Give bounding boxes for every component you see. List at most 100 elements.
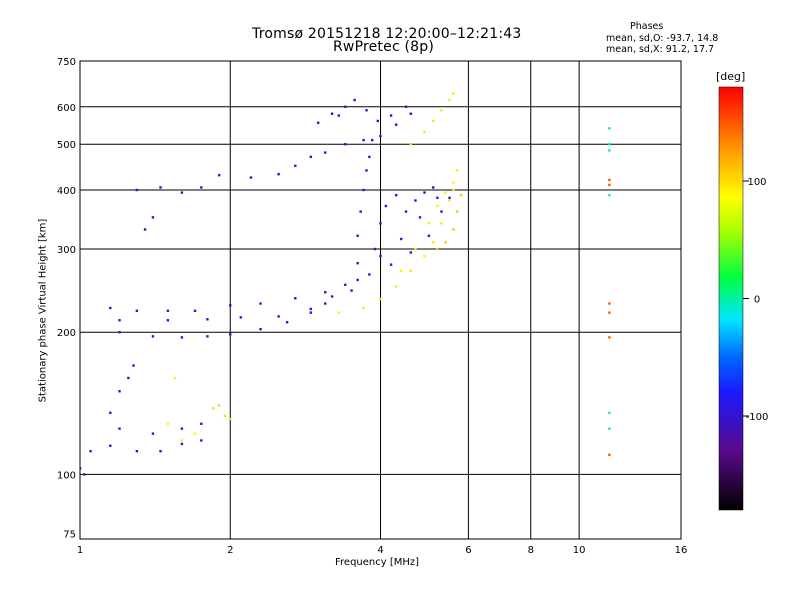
data-point-o bbox=[135, 188, 139, 192]
x-tick-label: 10 bbox=[573, 545, 586, 556]
data-point-x bbox=[431, 119, 435, 123]
data-point-o bbox=[436, 196, 439, 200]
data-point-x bbox=[173, 376, 177, 380]
data-points bbox=[80, 92, 611, 476]
data-point-o bbox=[379, 222, 382, 225]
data-point-o bbox=[356, 278, 359, 282]
y-tick-label: 600 bbox=[57, 103, 76, 114]
data-point-x bbox=[414, 247, 417, 251]
data-point-o bbox=[159, 186, 162, 189]
data-point-x bbox=[431, 241, 435, 244]
data-point-o bbox=[193, 309, 197, 312]
data-point-x bbox=[452, 92, 455, 95]
data-point-o bbox=[356, 234, 359, 237]
data-point-x bbox=[423, 254, 426, 258]
data-point-x bbox=[608, 142, 611, 146]
data-point-o bbox=[373, 247, 377, 251]
data-point-o bbox=[368, 273, 371, 276]
data-point-o bbox=[135, 449, 139, 453]
x-axis-label: Frequency [MHz] bbox=[335, 557, 420, 568]
data-point-o bbox=[118, 390, 121, 393]
data-point-o bbox=[330, 112, 334, 115]
data-point-o bbox=[344, 105, 347, 108]
colorbar-tick-label: 0 bbox=[754, 295, 760, 306]
data-point-o bbox=[239, 316, 243, 319]
data-point-o bbox=[83, 473, 86, 476]
data-point-o bbox=[448, 196, 451, 200]
data-point-o bbox=[277, 315, 280, 318]
data-point-o bbox=[409, 251, 412, 254]
data-point-x bbox=[409, 269, 412, 272]
data-point-o bbox=[418, 216, 422, 219]
data-point-o bbox=[166, 309, 170, 312]
data-point-o bbox=[394, 123, 398, 126]
data-point-x bbox=[452, 228, 455, 231]
data-point-o bbox=[309, 311, 312, 314]
data-point-o bbox=[118, 427, 121, 430]
data-point-o bbox=[384, 204, 388, 208]
data-point-x bbox=[337, 311, 341, 314]
data-point-o bbox=[368, 155, 371, 159]
data-point-o bbox=[259, 327, 262, 331]
data-point-x bbox=[608, 311, 611, 314]
data-point-o bbox=[294, 164, 297, 168]
data-point-o bbox=[356, 261, 359, 265]
data-point-o bbox=[180, 336, 184, 339]
data-point-o bbox=[259, 302, 262, 305]
data-point-o bbox=[324, 151, 327, 154]
y-tick-label: 500 bbox=[57, 140, 76, 151]
y-tick-label: 75 bbox=[63, 529, 76, 540]
data-point-x bbox=[379, 297, 382, 301]
data-point-o bbox=[277, 172, 280, 176]
y-tick-label: 400 bbox=[57, 186, 76, 197]
data-point-o bbox=[180, 442, 184, 446]
phase-stats-o: mean, sd,O: -93.7, 14.8 bbox=[606, 33, 719, 44]
data-point-o bbox=[180, 191, 184, 194]
x-tick-label: 16 bbox=[675, 545, 688, 556]
data-point-x bbox=[444, 191, 447, 194]
data-point-x bbox=[217, 404, 221, 407]
data-point-o bbox=[151, 216, 155, 219]
data-point-x bbox=[608, 127, 611, 130]
data-point-o bbox=[249, 176, 253, 179]
data-point-x bbox=[444, 241, 447, 244]
data-point-x bbox=[427, 222, 431, 225]
data-point-o bbox=[409, 112, 412, 115]
x-tick-label: 8 bbox=[528, 545, 534, 556]
data-point-o bbox=[118, 331, 121, 334]
data-point-o bbox=[414, 199, 417, 202]
data-point-x bbox=[394, 285, 398, 288]
data-point-o bbox=[353, 98, 356, 102]
data-point-o bbox=[80, 467, 82, 470]
data-point-o bbox=[431, 186, 435, 189]
data-point-o bbox=[200, 422, 203, 425]
data-point-o bbox=[330, 295, 334, 298]
data-point-o bbox=[180, 427, 184, 430]
data-point-o bbox=[151, 335, 155, 338]
data-point-o bbox=[376, 119, 379, 123]
data-point-o bbox=[324, 291, 327, 294]
data-point-o bbox=[135, 309, 139, 312]
data-point-x bbox=[448, 199, 451, 202]
plot-frame bbox=[79, 60, 682, 540]
data-point-x bbox=[459, 193, 463, 197]
data-point-x bbox=[440, 222, 443, 225]
data-point-o bbox=[389, 114, 393, 117]
colorbar-tick-label: 100 bbox=[747, 177, 766, 188]
data-point-o bbox=[229, 304, 232, 307]
data-point-o bbox=[324, 302, 327, 305]
data-point-x bbox=[166, 422, 170, 425]
data-point-o bbox=[350, 289, 353, 292]
data-point-o bbox=[109, 306, 112, 310]
data-point-o bbox=[132, 364, 135, 367]
y-tick-label: 100 bbox=[57, 470, 76, 481]
colorbar-tick-label: -100 bbox=[746, 412, 769, 423]
data-point-o bbox=[344, 283, 347, 286]
data-point-x bbox=[456, 210, 459, 213]
x-tick-label: 6 bbox=[465, 545, 471, 556]
data-point-x bbox=[229, 417, 232, 421]
data-point-o bbox=[143, 228, 147, 231]
data-point-o bbox=[206, 335, 209, 338]
data-point-x bbox=[436, 204, 439, 208]
data-point-o bbox=[285, 320, 289, 324]
